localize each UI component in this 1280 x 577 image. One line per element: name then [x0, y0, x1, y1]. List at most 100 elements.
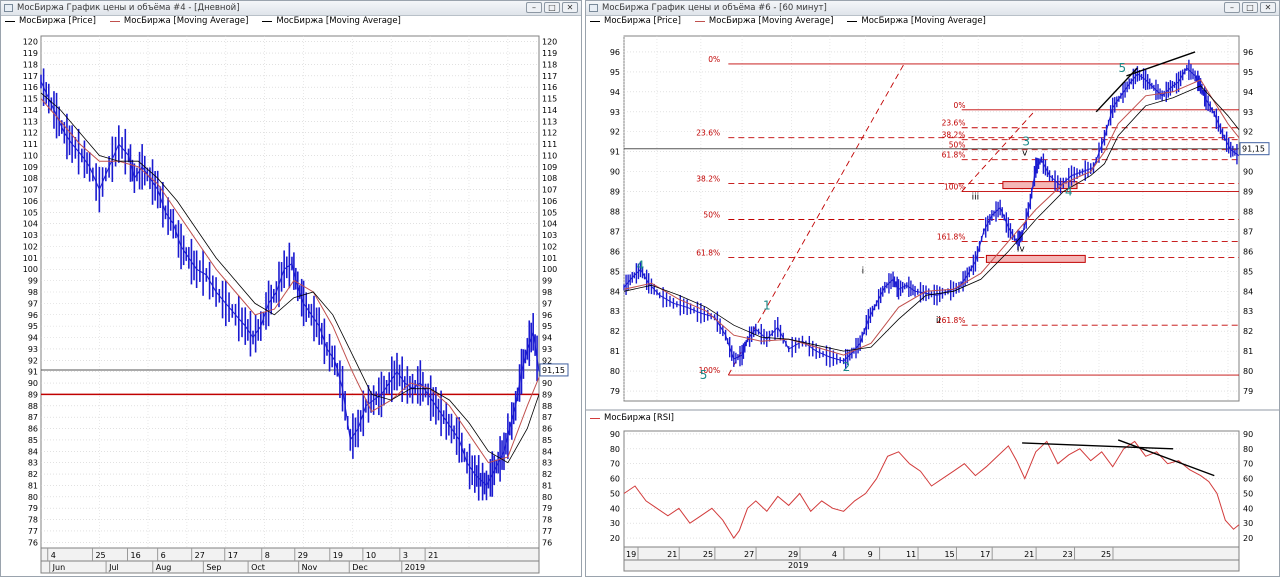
x-axis-months — [623, 559, 1240, 572]
y-tick-label-left: 108 — [23, 174, 38, 183]
rsi-y-tick-left: 80 — [610, 445, 620, 454]
y-tick-label-right: 87 — [1243, 227, 1253, 236]
x-day-label: 25 — [95, 551, 105, 560]
y-tick-label-left: 114 — [23, 106, 38, 115]
y-tick-label-right: 94 — [542, 334, 552, 343]
y-tick-label-right: 80 — [542, 493, 552, 502]
y-tick-label-left: 95 — [28, 322, 38, 331]
x-day-label: 16 — [130, 551, 140, 560]
left-legend: МосБиржа [Price] МосБиржа [Moving Averag… — [5, 16, 401, 26]
minimize-button[interactable]: – — [1224, 2, 1240, 13]
y-tick-label-left: 82 — [28, 470, 38, 479]
rsi-chart[interactable]: 20 20 30 30 40 40 50 50 60 60 70 70 80 80 90 90 19 21 25 27… — [586, 425, 1279, 575]
y-tick-label-right: 88 — [1243, 208, 1253, 217]
fib-level-label-2: 38.2% — [942, 131, 966, 140]
y-tick-label-left: 93 — [28, 345, 38, 354]
rsi-y-tick-left: 70 — [610, 460, 620, 469]
right-legend: МосБиржа [Price] МосБиржа [Moving Averag… — [590, 16, 986, 26]
y-tick-label-left: 85 — [28, 436, 38, 445]
x-day-label: 25 — [1101, 550, 1111, 559]
close-button[interactable]: ✕ — [562, 2, 578, 13]
target-zone — [1002, 181, 1078, 190]
y-tick-label-left: 89 — [610, 188, 620, 197]
y-tick-label-left: 102 — [23, 242, 38, 251]
fib-level-label-2: 161.8% — [937, 232, 966, 241]
fib-level-label: 50% — [703, 210, 720, 219]
y-tick-label-right: 87 — [542, 413, 552, 422]
x-month-label: Aug — [156, 563, 172, 572]
y-tick-label-right: 84 — [542, 447, 552, 456]
x-day-label: 4 — [832, 550, 837, 559]
y-tick-label-left: 91 — [28, 368, 38, 377]
y-tick-label-left: 92 — [28, 356, 38, 365]
y-tick-label-right: 109 — [542, 163, 557, 172]
rsi-y-tick-right: 30 — [1243, 519, 1253, 528]
y-tick-label-left: 111 — [23, 140, 38, 149]
y-tick-label-right: 108 — [542, 174, 557, 183]
x-day-label: 3 — [403, 551, 408, 560]
y-tick-label-left: 91 — [610, 148, 620, 157]
wave-label: 4 — [1065, 185, 1073, 199]
x-month-label: Sep — [206, 563, 221, 572]
y-tick-label-left: 118 — [23, 60, 38, 69]
x-month-label: 2019 — [405, 563, 425, 572]
x-day-label: 21 — [667, 550, 677, 559]
x-day-label: 27 — [195, 551, 205, 560]
y-tick-label-right: 88 — [542, 402, 552, 411]
y-tick-label-left: 80 — [28, 493, 38, 502]
pane-divider[interactable] — [586, 409, 1279, 411]
maximize-button[interactable]: □ — [544, 2, 560, 13]
maximize-button[interactable]: □ — [1242, 2, 1258, 13]
rsi-y-tick-right: 80 — [1243, 445, 1253, 454]
legend-label-ma2: МосБиржа [Moving Average] — [276, 16, 401, 26]
y-tick-label-right: 79 — [1243, 387, 1253, 396]
rsi-y-tick-left: 20 — [610, 534, 620, 543]
y-tick-label-right: 78 — [542, 516, 552, 525]
wave-label: 2 — [843, 360, 851, 374]
y-tick-label-right: 82 — [542, 470, 552, 479]
x-day-label: 9 — [868, 550, 873, 559]
left-window-titlebar[interactable]: МосБиржа График цены и объёма #4 - [Днев… — [1, 1, 581, 16]
y-tick-label-left: 81 — [28, 481, 38, 490]
y-tick-label-right: 92 — [1243, 128, 1253, 137]
y-tick-label-right: 84 — [1243, 287, 1253, 296]
moving-average-black-line — [40, 92, 540, 464]
minimize-button[interactable]: – — [526, 2, 542, 13]
wave-trendline — [1095, 67, 1138, 113]
y-tick-label-left: 90 — [610, 168, 620, 177]
hourly-price-chart[interactable]: 79 79 80 80 81 81 82 82 83 83 84 84 85 85 86 86 87 87 88 88… — [586, 16, 1279, 411]
current-price-box — [539, 363, 569, 377]
y-tick-label-right: 98 — [542, 288, 552, 297]
y-tick-label-left: 83 — [610, 307, 620, 316]
y-tick-label-right: 85 — [542, 436, 552, 445]
legend-item-ma2: МосБиржа [Moving Average] — [847, 16, 986, 26]
left-chart-window: МосБиржа График цены и объёма #4 - [Днев… — [0, 0, 582, 577]
y-tick-label-left: 77 — [28, 527, 38, 536]
y-tick-label-left: 94 — [610, 88, 620, 97]
legend-label-price: МосБиржа [Price] — [604, 16, 681, 26]
y-tick-label-left: 106 — [23, 197, 38, 206]
legend-swatch-price — [5, 20, 15, 22]
legend-item-ma1: МосБиржа [Moving Average] — [109, 16, 248, 26]
y-tick-label-left: 107 — [23, 186, 38, 195]
close-button[interactable]: ✕ — [1260, 2, 1276, 13]
right-window-titlebar[interactable]: МосБиржа График цены и объёма #6 - [60 м… — [586, 1, 1279, 16]
legend-label-price: МосБиржа [Price] — [19, 16, 96, 26]
y-tick-label-left: 83 — [28, 459, 38, 468]
rsi-y-tick-left: 60 — [610, 475, 620, 484]
legend-label-ma1: МосБиржа [Moving Average] — [708, 16, 834, 26]
wave-label: 5 — [1118, 61, 1126, 75]
fib-level-label-2: 261.8% — [937, 316, 966, 325]
y-tick-label-left: 97 — [28, 299, 38, 308]
y-tick-label-right: 79 — [542, 504, 552, 513]
y-tick-label-left: 120 — [23, 38, 38, 47]
y-tick-label-right: 81 — [1243, 347, 1253, 356]
y-tick-label-right: 116 — [542, 83, 557, 92]
window-icon — [4, 4, 13, 12]
x-day-label: 29 — [788, 550, 798, 559]
rsi-y-tick-right: 60 — [1243, 475, 1253, 484]
y-tick-label-left: 101 — [23, 254, 38, 263]
rsi-y-tick-right: 70 — [1243, 460, 1253, 469]
rsi-y-tick-left: 40 — [610, 504, 620, 513]
